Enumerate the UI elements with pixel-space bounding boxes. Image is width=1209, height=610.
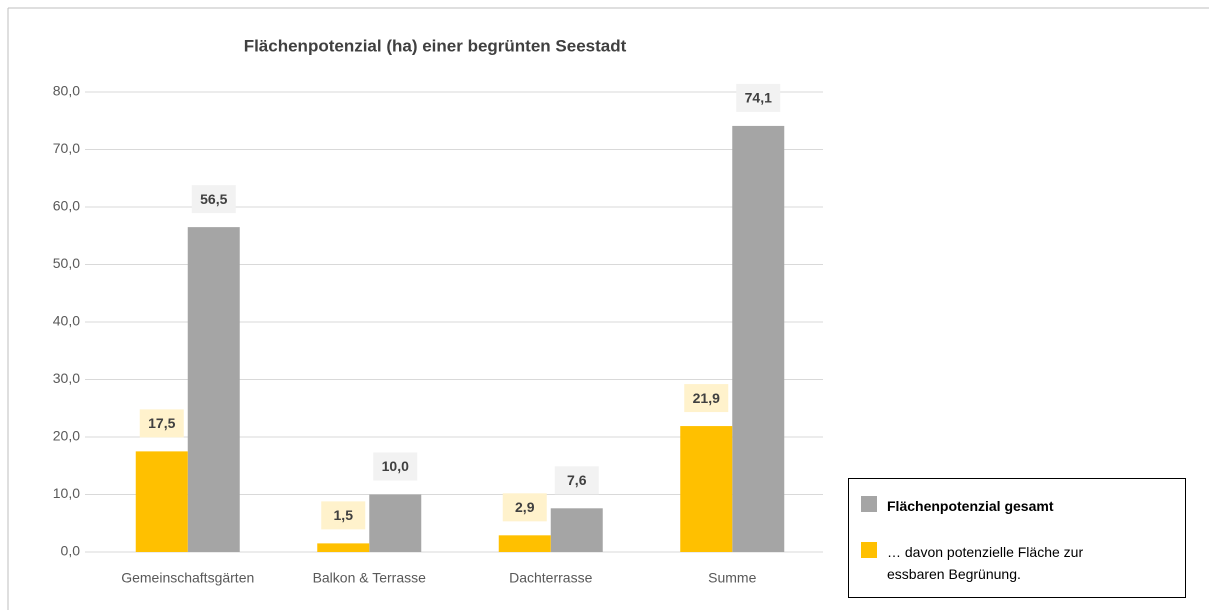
data-label-box	[191, 185, 236, 214]
legend-label: Flächenpotenzial gesamt	[887, 498, 1054, 514]
data-label: 2,9	[515, 499, 535, 515]
x-tick-label: Gemeinschaftsgärten	[121, 570, 254, 586]
data-label-box	[373, 452, 418, 481]
legend-item: Flächenpotenzial gesamt	[861, 495, 1117, 517]
bar	[317, 543, 370, 552]
data-label-box	[736, 83, 781, 112]
x-tick-label: Balkon & Terrasse	[313, 570, 427, 586]
chart-title: Flächenpotenzial (ha) einer begrünten Se…	[244, 36, 627, 55]
y-tick-label: 40,0	[53, 313, 80, 329]
data-label-box	[684, 384, 729, 413]
legend-swatch	[861, 496, 877, 512]
data-label: 74,1	[745, 90, 772, 106]
data-label: 1,5	[334, 507, 354, 523]
legend-label: … davon potenzielle Fläche zur essbaren …	[887, 544, 1084, 582]
y-tick-label: 70,0	[53, 140, 80, 156]
data-label: 17,5	[148, 415, 175, 431]
y-tick-label: 50,0	[53, 255, 80, 271]
data-label: 7,6	[567, 472, 587, 488]
y-tick-label: 80,0	[53, 83, 80, 99]
bar	[498, 535, 551, 552]
x-tick-label: Dachterrasse	[509, 570, 592, 586]
bar	[680, 426, 733, 552]
y-tick-label: 20,0	[53, 428, 80, 444]
data-label: 21,9	[693, 390, 720, 406]
legend: Flächenpotenzial gesamt … davon potenziel…	[848, 478, 1186, 598]
y-tick-label: 0,0	[61, 543, 81, 559]
y-tick-label: 60,0	[53, 198, 80, 214]
data-label-box	[139, 409, 184, 438]
legend-item: … davon potenzielle Fläche zur essbaren …	[861, 541, 1117, 585]
data-label: 56,5	[200, 191, 227, 207]
data-label-box	[321, 501, 366, 530]
bar	[369, 494, 422, 552]
bar	[732, 125, 785, 553]
x-tick-label: Summe	[708, 570, 756, 586]
bar	[187, 227, 240, 552]
y-tick-label: 10,0	[53, 485, 80, 501]
bar	[135, 451, 188, 552]
y-tick-label: 30,0	[53, 370, 80, 386]
data-label: 10,0	[382, 458, 409, 474]
bar	[550, 508, 603, 552]
data-label-box	[554, 466, 599, 495]
data-label-box	[502, 493, 547, 522]
legend-swatch	[861, 542, 877, 558]
